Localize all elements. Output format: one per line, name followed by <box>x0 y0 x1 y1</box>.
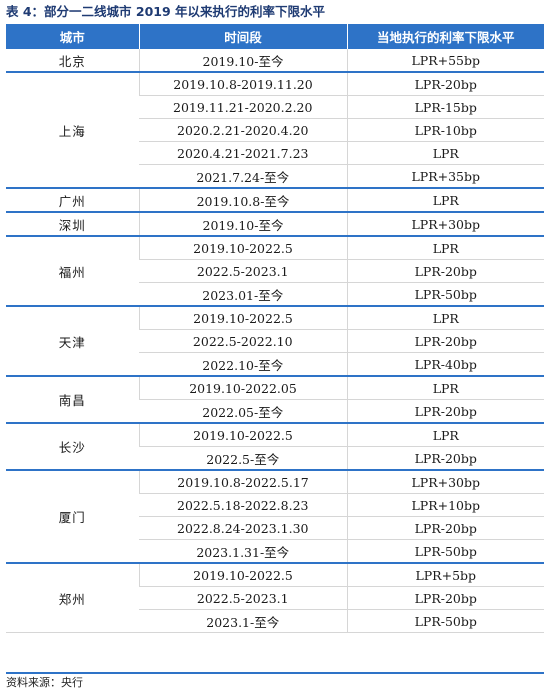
city-cell: 郑州 <box>6 562 139 633</box>
period-cell: 2019.10.8-2019.11.20 <box>138 71 347 96</box>
rate-floor-cell: LPR-20bp <box>346 446 544 471</box>
table-header: 城市 时间段 当地执行的利率下限水平 <box>6 24 544 49</box>
header-period: 时间段 <box>138 24 347 49</box>
rate-floor-cell: LPR-20bp <box>346 586 544 610</box>
city-cell: 北京 <box>6 49 139 73</box>
table-row: 郑州 2019.10-2022.5 LPR+5bp <box>6 562 544 633</box>
city-cell: 长沙 <box>6 422 139 471</box>
rate-floor-cell: LPR <box>346 187 544 213</box>
table-row: 南昌 2019.10-2022.05 LPR <box>6 375 544 424</box>
period-cell: 2019.10-2022.5 <box>138 235 347 260</box>
rate-floor-cell: LPR+5bp <box>346 562 544 587</box>
table-row: 2019.11.21-2020.2.20 LPR-15bp <box>6 95 544 119</box>
period-cell: 2019.10-2022.5 <box>138 422 347 447</box>
period-cell: 2020.2.21-2020.4.20 <box>139 118 347 142</box>
header-city: 城市 <box>6 24 139 49</box>
period-cell: 2022.5-2023.1 <box>139 586 347 610</box>
table-row: 2022.05-至今 LPR-20bp <box>6 399 544 424</box>
period-cell: 2023.1.31-至今 <box>139 539 347 564</box>
table-row: 2023.01-至今 LPR-50bp <box>6 282 544 307</box>
table-row: 2022.10-至今 LPR-40bp <box>6 352 544 377</box>
rate-floor-cell: LPR-20bp <box>346 71 544 96</box>
period-cell: 2019.10-至今 <box>138 211 347 237</box>
period-cell: 2019.10-2022.5 <box>138 562 347 587</box>
city-cell: 福州 <box>6 235 139 307</box>
city-cell: 天津 <box>6 305 139 377</box>
table-row: 2022.5-2023.1 LPR-20bp <box>6 586 544 610</box>
rate-floor-cell: LPR+35bp <box>346 164 544 189</box>
table-row: 2022.5-2022.10 LPR-20bp <box>6 329 544 353</box>
table-row: 深圳 2019.10-至今 LPR+30bp <box>6 211 544 237</box>
period-cell: 2022.05-至今 <box>139 399 347 424</box>
table-row: 2021.7.24-至今 LPR+35bp <box>6 164 544 189</box>
period-cell: 2020.4.21-2021.7.23 <box>139 141 347 165</box>
table-row: 北京 2019.10-至今 LPR+55bp <box>6 49 544 73</box>
rate-floor-cell: LPR-20bp <box>346 259 544 283</box>
city-cell: 深圳 <box>6 211 139 237</box>
period-cell: 2023.1-至今 <box>139 609 347 633</box>
table-row: 广州 2019.10.8-至今 LPR <box>6 187 544 213</box>
period-cell: 2019.10-2022.5 <box>138 305 347 330</box>
table-row: 长沙 2019.10-2022.5 LPR <box>6 422 544 471</box>
table-row: 2020.2.21-2020.4.20 LPR-10bp <box>6 118 544 142</box>
rate-floor-cell: LPR-20bp <box>346 516 544 540</box>
rate-floor-cell: LPR-50bp <box>346 282 544 307</box>
city-cell: 广州 <box>6 187 139 213</box>
header-row: 城市 时间段 当地执行的利率下限水平 <box>6 24 544 49</box>
period-cell: 2021.7.24-至今 <box>139 164 347 189</box>
table-bottom-rule <box>6 672 544 674</box>
table-row: 2023.1.31-至今 LPR-50bp <box>6 539 544 564</box>
rate-floor-table: 城市 时间段 当地执行的利率下限水平 北京 2019.10-至今 LPR+55bp 上… <box>6 24 544 633</box>
table-row: 2023.1-至今 LPR-50bp <box>6 609 544 633</box>
table-caption: 表 4：部分一二线城市 2019 年以来执行的利率下限水平 <box>6 4 326 19</box>
rate-floor-cell: LPR <box>346 422 544 447</box>
table-row: 福州 2019.10-2022.5 LPR <box>6 235 544 307</box>
table-row: 2020.4.21-2021.7.23 LPR <box>6 141 544 165</box>
rate-floor-cell: LPR-50bp <box>346 609 544 633</box>
rate-floor-cell: LPR-20bp <box>346 399 544 424</box>
rate-floor-cell: LPR-50bp <box>346 539 544 564</box>
period-cell: 2023.01-至今 <box>139 282 347 307</box>
table-row: 2022.5-2023.1 LPR-20bp <box>6 259 544 283</box>
city-cell: 南昌 <box>6 375 139 424</box>
table-row: 2022.5.18-2022.8.23 LPR+10bp <box>6 493 544 517</box>
table-row: 上海 2019.10.8-2019.11.20 LPR-20bp <box>6 71 544 189</box>
rate-floor-cell: LPR+10bp <box>346 493 544 517</box>
table-row: 厦门 2019.10.8-2022.5.17 LPR+30bp <box>6 469 544 564</box>
period-cell: 2019.10.8-2022.5.17 <box>138 469 347 494</box>
period-cell: 2022.8.24-2023.1.30 <box>139 516 347 540</box>
rate-floor-cell: LPR+55bp <box>346 49 544 73</box>
rate-floor-cell: LPR+30bp <box>346 469 544 494</box>
period-cell: 2022.10-至今 <box>139 352 347 377</box>
rate-floor-cell: LPR <box>346 305 544 330</box>
period-cell: 2022.5.18-2022.8.23 <box>139 493 347 517</box>
table-row: 天津 2019.10-2022.5 LPR <box>6 305 544 377</box>
period-cell: 2022.5-2023.1 <box>139 259 347 283</box>
city-cell: 厦门 <box>6 469 139 564</box>
rate-floor-cell: LPR+30bp <box>346 211 544 237</box>
period-cell: 2019.11.21-2020.2.20 <box>139 95 347 119</box>
city-cell: 上海 <box>6 71 139 189</box>
period-cell: 2019.10-至今 <box>138 49 347 73</box>
rate-floor-cell: LPR <box>346 141 544 165</box>
rate-floor-cell: LPR-40bp <box>346 352 544 377</box>
source-note: 资料来源：央行 <box>6 676 83 689</box>
period-cell: 2019.10-2022.05 <box>138 375 347 400</box>
rate-floor-cell: LPR-20bp <box>346 329 544 353</box>
rate-floor-cell: LPR <box>346 375 544 400</box>
rate-floor-cell: LPR-15bp <box>346 95 544 119</box>
rate-floor-cell: LPR-10bp <box>346 118 544 142</box>
table-body: 北京 2019.10-至今 LPR+55bp 上海 2019.10.8-2019.11.… <box>6 49 544 633</box>
header-rate-floor: 当地执行的利率下限水平 <box>346 24 544 49</box>
period-cell: 2022.5-至今 <box>139 446 347 471</box>
period-cell: 2022.5-2022.10 <box>139 329 347 353</box>
rate-floor-cell: LPR <box>346 235 544 260</box>
period-cell: 2019.10.8-至今 <box>138 187 347 213</box>
table-row: 2022.8.24-2023.1.30 LPR-20bp <box>6 516 544 540</box>
table-row: 2022.5-至今 LPR-20bp <box>6 446 544 471</box>
